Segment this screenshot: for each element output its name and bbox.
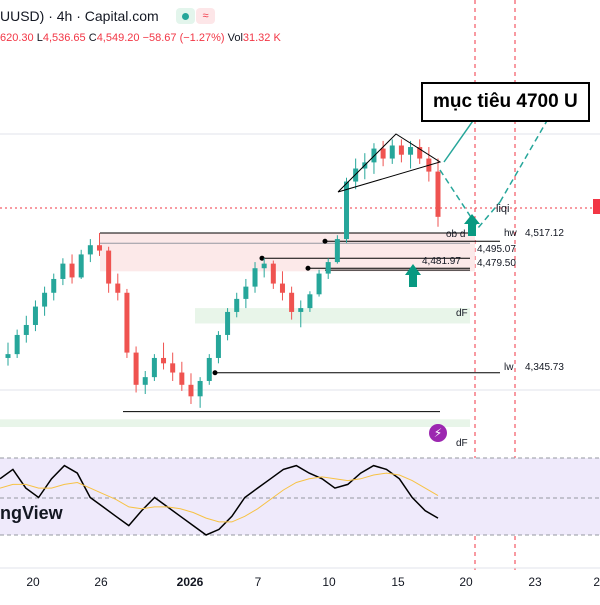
candle-body xyxy=(307,294,313,309)
tradingview-watermark: ngView xyxy=(0,503,63,523)
lw-label: lw xyxy=(504,362,514,373)
candle-body xyxy=(151,357,157,378)
level-anchor-dot-0 xyxy=(322,238,328,244)
market-open-indicator-icon[interactable] xyxy=(176,8,195,24)
ohlc-high: 620.30 xyxy=(0,32,34,44)
ohlc-volume: 31.32 K xyxy=(242,32,281,44)
price-label-4345: 4,345.73 xyxy=(525,362,564,373)
candle-body xyxy=(243,286,249,299)
candle-body xyxy=(23,324,29,335)
candle-body xyxy=(334,239,340,263)
candle-body xyxy=(170,363,176,373)
order-block-zone xyxy=(100,232,475,272)
candle-body xyxy=(133,352,139,385)
candle-body xyxy=(5,354,11,358)
df-label-upper: dF xyxy=(456,308,468,319)
candle-body xyxy=(435,171,441,217)
df-zone-lower xyxy=(0,419,470,427)
level-anchor-dot-2 xyxy=(305,265,311,271)
x-tick-label: 20 xyxy=(26,575,40,589)
chart-header: UUSD) · 4h · Capital.com ≈ 620.30 L4,536… xyxy=(0,0,600,50)
ohlc-vol-label: Vol xyxy=(227,32,243,44)
flash-icon[interactable]: ⚡ xyxy=(429,424,447,442)
x-tick-label: 29 xyxy=(593,575,600,589)
target-annotation[interactable]: mục tiêu 4700 U xyxy=(421,82,590,122)
liqi-label: liqi xyxy=(496,203,509,215)
x-tick-label: 15 xyxy=(391,575,405,589)
pullback-projection-line xyxy=(439,169,501,230)
candle-body xyxy=(179,372,185,385)
candle-body xyxy=(14,334,20,355)
candle-body xyxy=(78,254,84,278)
ohlc-low: 4,536.65 xyxy=(42,32,86,44)
candle-body xyxy=(380,148,386,159)
candle-body xyxy=(298,308,304,312)
hw-label: hw xyxy=(504,228,518,239)
candle-body xyxy=(69,263,75,278)
up-arrow-marker xyxy=(405,264,421,287)
candle-body xyxy=(96,245,102,251)
ohlc-readout: 620.30 L4,536.65 C4,549.20 −58.67 (−1.27… xyxy=(0,32,281,44)
candle-body xyxy=(270,263,276,284)
ohlc-change: −58.67 (−1.27%) xyxy=(142,32,225,44)
candle-body xyxy=(252,268,258,287)
candle-body xyxy=(316,273,322,295)
price-label-4479: 4,479.50 xyxy=(477,258,516,269)
rsi-series-line-0 xyxy=(0,464,439,536)
triangle-pattern xyxy=(337,133,442,193)
pause-icon[interactable]: ≈ xyxy=(196,8,215,24)
df-zone-upper xyxy=(195,308,470,324)
up-arrow-marker xyxy=(464,214,480,236)
ohlc-low-label: L xyxy=(36,32,43,44)
df-label-lower: dF xyxy=(456,438,468,449)
x-tick-label: 2026 xyxy=(177,575,204,589)
candle-body xyxy=(32,306,38,325)
candle-body xyxy=(325,262,331,274)
candle-body xyxy=(115,283,121,293)
candle-body xyxy=(225,311,231,335)
x-tick-label: 10 xyxy=(322,575,336,589)
candle-body xyxy=(279,283,285,293)
level-anchor-dot-1 xyxy=(259,255,265,261)
symbol-title[interactable]: UUSD) · 4h · Capital.com xyxy=(0,8,159,24)
candle-body xyxy=(389,145,395,159)
candle-body xyxy=(60,263,66,279)
candle-body xyxy=(289,292,295,312)
level-anchor-dot-3 xyxy=(212,370,218,376)
candle-body xyxy=(398,145,404,155)
candle-body xyxy=(87,245,93,255)
candle-body xyxy=(124,292,130,353)
candle-body xyxy=(408,147,414,155)
candle-body xyxy=(142,377,148,385)
price-label-4517: 4,517.12 xyxy=(525,228,564,239)
candle-body xyxy=(106,250,112,284)
ohlc-close: 4,549.20 xyxy=(96,32,140,44)
candle-body xyxy=(234,298,240,312)
rsi-series-line-1 xyxy=(0,472,439,523)
last-price-tag xyxy=(593,199,600,214)
x-tick-label: 26 xyxy=(94,575,108,589)
x-tick-label: 23 xyxy=(528,575,542,589)
candle-body xyxy=(188,384,194,397)
candle-body xyxy=(344,181,350,240)
price-label-4481: 4,481.97 xyxy=(422,256,461,267)
ob-d-label: ob d xyxy=(446,229,465,240)
candle-body xyxy=(51,278,57,293)
x-tick-label: 7 xyxy=(255,575,262,589)
candle-body xyxy=(42,292,48,307)
candle-body xyxy=(161,357,167,364)
candle-body xyxy=(261,263,267,269)
price-label-4495: 4,495.07 xyxy=(477,244,516,255)
x-tick-label: 20 xyxy=(459,575,473,589)
candle-body xyxy=(417,147,423,159)
candle-body xyxy=(215,334,221,358)
rsi-band xyxy=(0,458,600,535)
candle-body xyxy=(206,357,212,381)
continuation-projection-line xyxy=(499,111,553,203)
ohlc-close-label: C xyxy=(88,32,97,44)
candle-body xyxy=(197,380,203,397)
